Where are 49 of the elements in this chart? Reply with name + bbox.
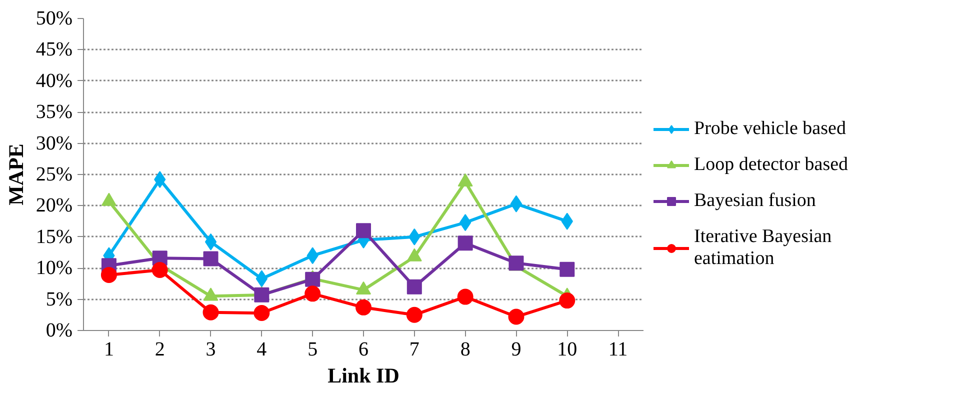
x-axis-title: Link ID (328, 364, 400, 388)
x-tick-label: 11 (608, 338, 628, 360)
point (203, 251, 218, 266)
x-tick-label: 5 (308, 338, 318, 360)
point (356, 223, 371, 238)
y-tick-label: 40% (36, 70, 73, 92)
x-tick-label: 3 (206, 338, 216, 360)
y-tick-label: 35% (36, 101, 73, 124)
point (305, 272, 320, 287)
y-tick-label: 50% (36, 8, 73, 30)
y-tick-label: 45% (36, 38, 73, 61)
point (458, 236, 473, 251)
y-tick-label: 10% (36, 257, 73, 280)
x-tick-label: 8 (460, 338, 470, 360)
point (406, 279, 422, 294)
point (560, 262, 575, 277)
point (459, 214, 472, 232)
x-tick-label: 9 (511, 338, 522, 360)
point (508, 308, 524, 325)
y-tick-label: 5% (46, 288, 73, 310)
x-tick-label: 4 (256, 338, 267, 360)
legend-label: Loop detector based (694, 154, 848, 176)
x-tick-label: 10 (557, 338, 578, 360)
y-tick-label: 15% (36, 226, 73, 248)
point (202, 304, 219, 320)
legend-label: Probe vehicle based (694, 118, 846, 140)
point (254, 305, 270, 322)
y-tick-label: 0% (46, 320, 73, 342)
point (510, 195, 522, 212)
x-tick-label: 2 (154, 338, 165, 360)
point (204, 233, 217, 250)
y-tick-label: 20% (36, 194, 73, 217)
x-tick-label: 7 (409, 338, 420, 360)
point (100, 266, 117, 283)
point (256, 270, 268, 288)
point (152, 262, 168, 278)
legend-label: Bayesian fusion (694, 190, 816, 212)
point (254, 287, 270, 302)
point (457, 288, 474, 305)
legend-label: Iterative Bayesian eatimation (694, 226, 832, 270)
y-tick-label: 25% (36, 164, 73, 186)
point (356, 299, 372, 316)
point (559, 292, 576, 309)
y-axis-title: MAPE (4, 144, 28, 206)
point (304, 286, 321, 302)
point (406, 306, 422, 323)
x-tick-label: 6 (358, 338, 368, 360)
y-tick-label: 30% (36, 132, 73, 154)
x-tick-label: 1 (104, 338, 114, 360)
